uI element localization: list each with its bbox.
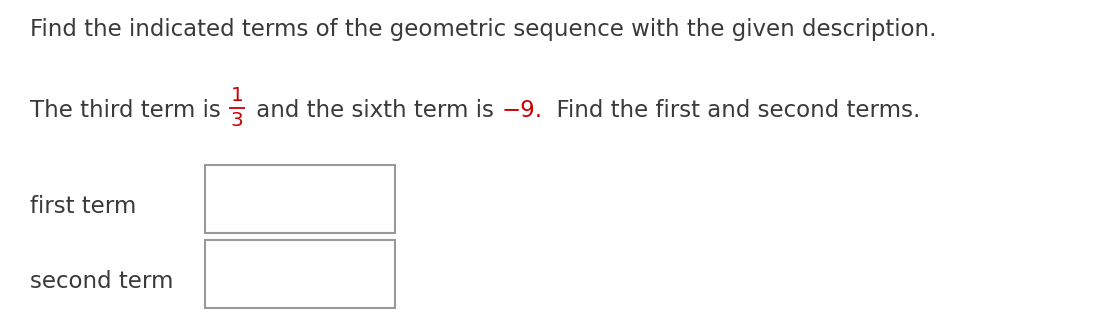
Bar — [205, 240, 395, 308]
Text: Find the first and second terms.: Find the first and second terms. — [542, 99, 920, 122]
Text: and the sixth term is: and the sixth term is — [249, 99, 501, 122]
Text: first term: first term — [30, 195, 137, 218]
Text: 1: 1 — [230, 86, 244, 105]
Text: −9.: −9. — [501, 99, 542, 122]
Text: 3: 3 — [230, 111, 244, 130]
Text: Find the indicated terms of the geometric sequence with the given description.: Find the indicated terms of the geometri… — [30, 18, 937, 41]
Text: second term: second term — [30, 270, 173, 293]
Text: The third term is: The third term is — [30, 99, 228, 122]
Bar — [205, 165, 395, 233]
